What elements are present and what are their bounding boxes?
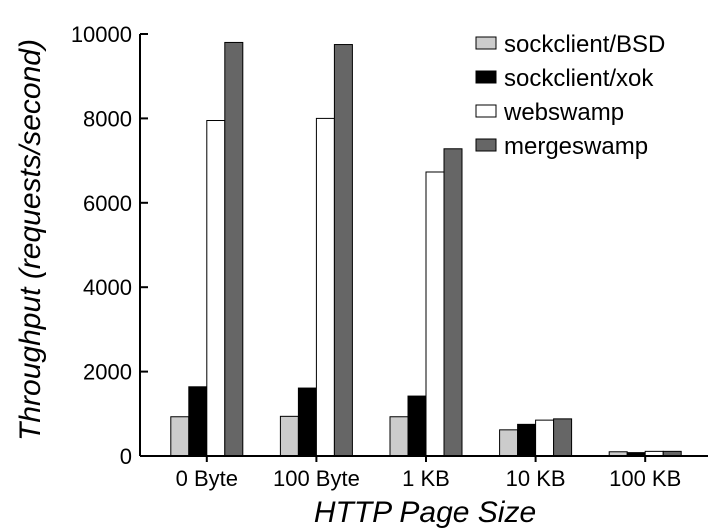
y-tick-label: 2000	[83, 360, 132, 385]
x-tick-label: 100 Byte	[273, 466, 360, 491]
legend-swatch	[475, 104, 497, 118]
y-ticks: 0 2000 4000 6000 8000 10000	[71, 22, 148, 469]
legend: sockclient/BSD sockclient/xok webswamp merg…	[475, 31, 665, 160]
x-ticks: 0 Byte 100 Byte 1 KB 10 KB 100 KB	[176, 456, 681, 491]
bar-webswamp-100-byte	[315, 117, 335, 457]
bar-webswamp-1-kb	[425, 171, 445, 457]
legend-label: webswamp	[503, 99, 624, 126]
y-tick-label: 8000	[83, 106, 132, 131]
x-tick-label: 1 KB	[402, 466, 450, 491]
bar-mergeswamp-0-byte	[224, 41, 244, 457]
y-tick-label: 4000	[83, 275, 132, 300]
legend-swatch	[475, 138, 497, 152]
y-axis-title: Throughput (requests/second)	[14, 39, 47, 441]
bar-mergeswamp-10-kb	[553, 418, 573, 457]
x-tick-label: 10 KB	[506, 466, 566, 491]
bar-sockclient-bsd-10-kb	[499, 429, 519, 457]
y-tick-label: 0	[120, 444, 132, 469]
bar-webswamp-0-byte	[206, 120, 226, 457]
bar-sockclient-bsd-100-byte	[279, 415, 299, 457]
bar-webswamp-10-kb	[535, 419, 555, 457]
bar-sockclient-xok-1-kb	[407, 395, 427, 457]
legend-label: sockclient/BSD	[504, 31, 665, 58]
legend-swatch	[475, 70, 497, 84]
x-axis-title: HTTP Page Size	[314, 496, 536, 529]
y-tick-label: 10000	[71, 22, 132, 47]
bars-layer	[170, 41, 682, 457]
bar-sockclient-bsd-1-kb	[389, 416, 409, 457]
legend-label: sockclient/xok	[504, 65, 654, 92]
bar-sockclient-xok-10-kb	[517, 423, 537, 457]
x-tick-label: 100 KB	[609, 466, 681, 491]
x-tick-label: 0 Byte	[176, 466, 238, 491]
legend-label: mergeswamp	[504, 133, 648, 160]
bar-sockclient-bsd-0-byte	[170, 416, 190, 457]
bar-sockclient-xok-0-byte	[188, 386, 208, 457]
bar-sockclient-xok-100-byte	[297, 387, 317, 457]
bar-mergeswamp-100-byte	[333, 44, 353, 457]
bar-mergeswamp-1-kb	[443, 148, 463, 457]
y-tick-label: 6000	[83, 191, 132, 216]
legend-swatch	[475, 36, 497, 50]
